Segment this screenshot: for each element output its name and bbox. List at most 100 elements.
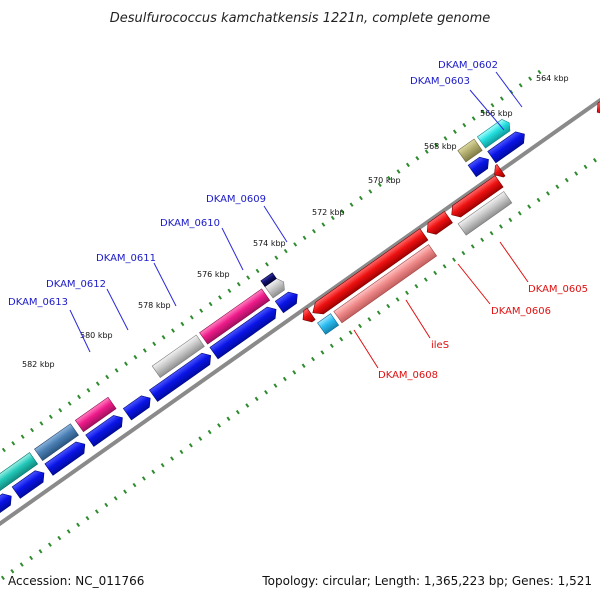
cds-reverse-arrow[interactable] [593,94,600,118]
tick-mark [273,383,278,388]
tick-mark [188,443,193,448]
tick-mark [340,209,345,214]
tick-mark [329,343,334,349]
cds-forward-arrow[interactable] [487,128,529,164]
gene-cds-0613[interactable] [34,423,79,461]
gene-cds-0612[interactable] [74,396,117,433]
gene-label-0612[interactable]: DKAM_0612 [46,279,106,290]
cds-forward-arrow[interactable] [122,392,154,421]
tick-label: 574 kbp [253,239,286,248]
cds-forward-arrow[interactable] [274,289,301,314]
gene-label-0611[interactable]: DKAM_0611 [96,253,156,264]
tick-mark [39,421,44,426]
tick-mark [199,308,204,313]
gene-cds-teal-left[interactable] [0,452,39,498]
tick-mark [499,96,504,101]
tick-mark [76,522,81,528]
tick-mark [311,356,316,362]
tick-mark [264,390,269,395]
tick-labels: 564 kbp 566 kbp 568 kbp 570 kbp 572 kbp … [22,74,569,369]
tick-mark [424,149,429,154]
callout-line [106,288,129,331]
cds-reverse-arrow[interactable] [299,307,316,325]
tick-mark [208,301,213,307]
tick-label: 564 kbp [536,74,569,83]
tick-mark [423,277,428,282]
tick-mark [11,441,16,446]
cds-forward-arrow[interactable] [85,412,127,447]
tick-mark [151,469,156,475]
tick-mark [160,462,165,468]
tick-mark [10,569,15,574]
reverse-cds-row [299,94,600,325]
cds-reverse-arrow[interactable] [309,228,429,319]
tick-mark [226,416,231,421]
tick-mark [19,562,24,567]
tick-mark [537,69,542,75]
tick-mark [376,310,381,315]
tick-mark [471,116,476,121]
gene-label-0609[interactable]: DKAM_0609 [206,194,266,205]
callout-line [495,71,523,108]
callout-line [263,205,288,243]
gene-cds-0608[interactable] [317,313,340,335]
cds-forward-arrow[interactable] [209,304,280,360]
tick-mark [48,414,53,419]
callout-line [469,89,505,131]
cds-forward-arrow[interactable] [0,490,15,525]
tick-label: 576 kbp [197,270,230,279]
tick-mark [133,354,138,360]
cds-reverse-arrow[interactable] [448,175,504,221]
gene-label-ileS[interactable]: ileS [431,340,449,351]
gene-label-0605[interactable]: DKAM_0605 [528,284,588,295]
tick-mark [386,303,391,309]
tick-mark [95,381,100,386]
gene-cds-0609-navy[interactable] [260,272,277,287]
tick-mark [104,502,109,508]
gene-cds-0605[interactable] [457,191,513,236]
tick-mark [265,262,269,267]
tick-mark [518,83,523,88]
gene-label-0610[interactable]: DKAM_0610 [160,218,220,229]
tick-mark [77,394,82,400]
gene-label-0608[interactable]: DKAM_0608 [378,370,438,381]
tick-mark [395,297,400,302]
tick-label: 568 kbp [424,142,457,151]
tick-label: 578 kbp [138,301,171,310]
tick-mark [377,182,382,187]
tick-line-lower [0,158,597,581]
tick-label: 570 kbp [368,176,401,185]
cds-reverse-arrow[interactable] [490,164,506,180]
tick-mark [94,509,99,514]
tick-mark [274,255,279,260]
callout-line [153,262,177,307]
gene-label-0603[interactable]: DKAM_0603 [410,76,470,87]
tick-mark [574,171,579,176]
tick-mark [452,129,457,134]
tick-mark [141,476,146,481]
gene-label-0602[interactable]: DKAM_0602 [438,60,498,71]
tick-mark [499,224,503,229]
cds-forward-arrow[interactable] [11,467,48,499]
gene-cds-0603[interactable] [457,138,483,163]
gene-cds-0606[interactable] [333,244,438,324]
cds-forward-arrow[interactable] [149,350,214,402]
tick-mark [583,164,588,170]
tick-mark [470,244,475,249]
cds-forward-arrow[interactable] [44,438,89,476]
cds-forward-arrow[interactable] [467,154,492,178]
tick-mark [302,235,307,241]
gene-label-0606[interactable]: DKAM_0606 [491,306,551,317]
tick-mark [189,315,194,320]
gene-label-0613[interactable]: DKAM_0613 [8,297,68,308]
accession-text: Accession: NC_011766 [8,574,144,588]
tick-mark [29,555,34,561]
tick-mark [405,290,409,296]
callout-line [69,309,91,353]
gene-cds-0611[interactable] [151,334,205,378]
tick-mark [517,211,522,216]
tick-mark [536,197,541,203]
gene-cds-0610[interactable] [199,288,271,345]
tick-mark [301,363,306,368]
cds-reverse-arrow[interactable] [423,210,453,237]
